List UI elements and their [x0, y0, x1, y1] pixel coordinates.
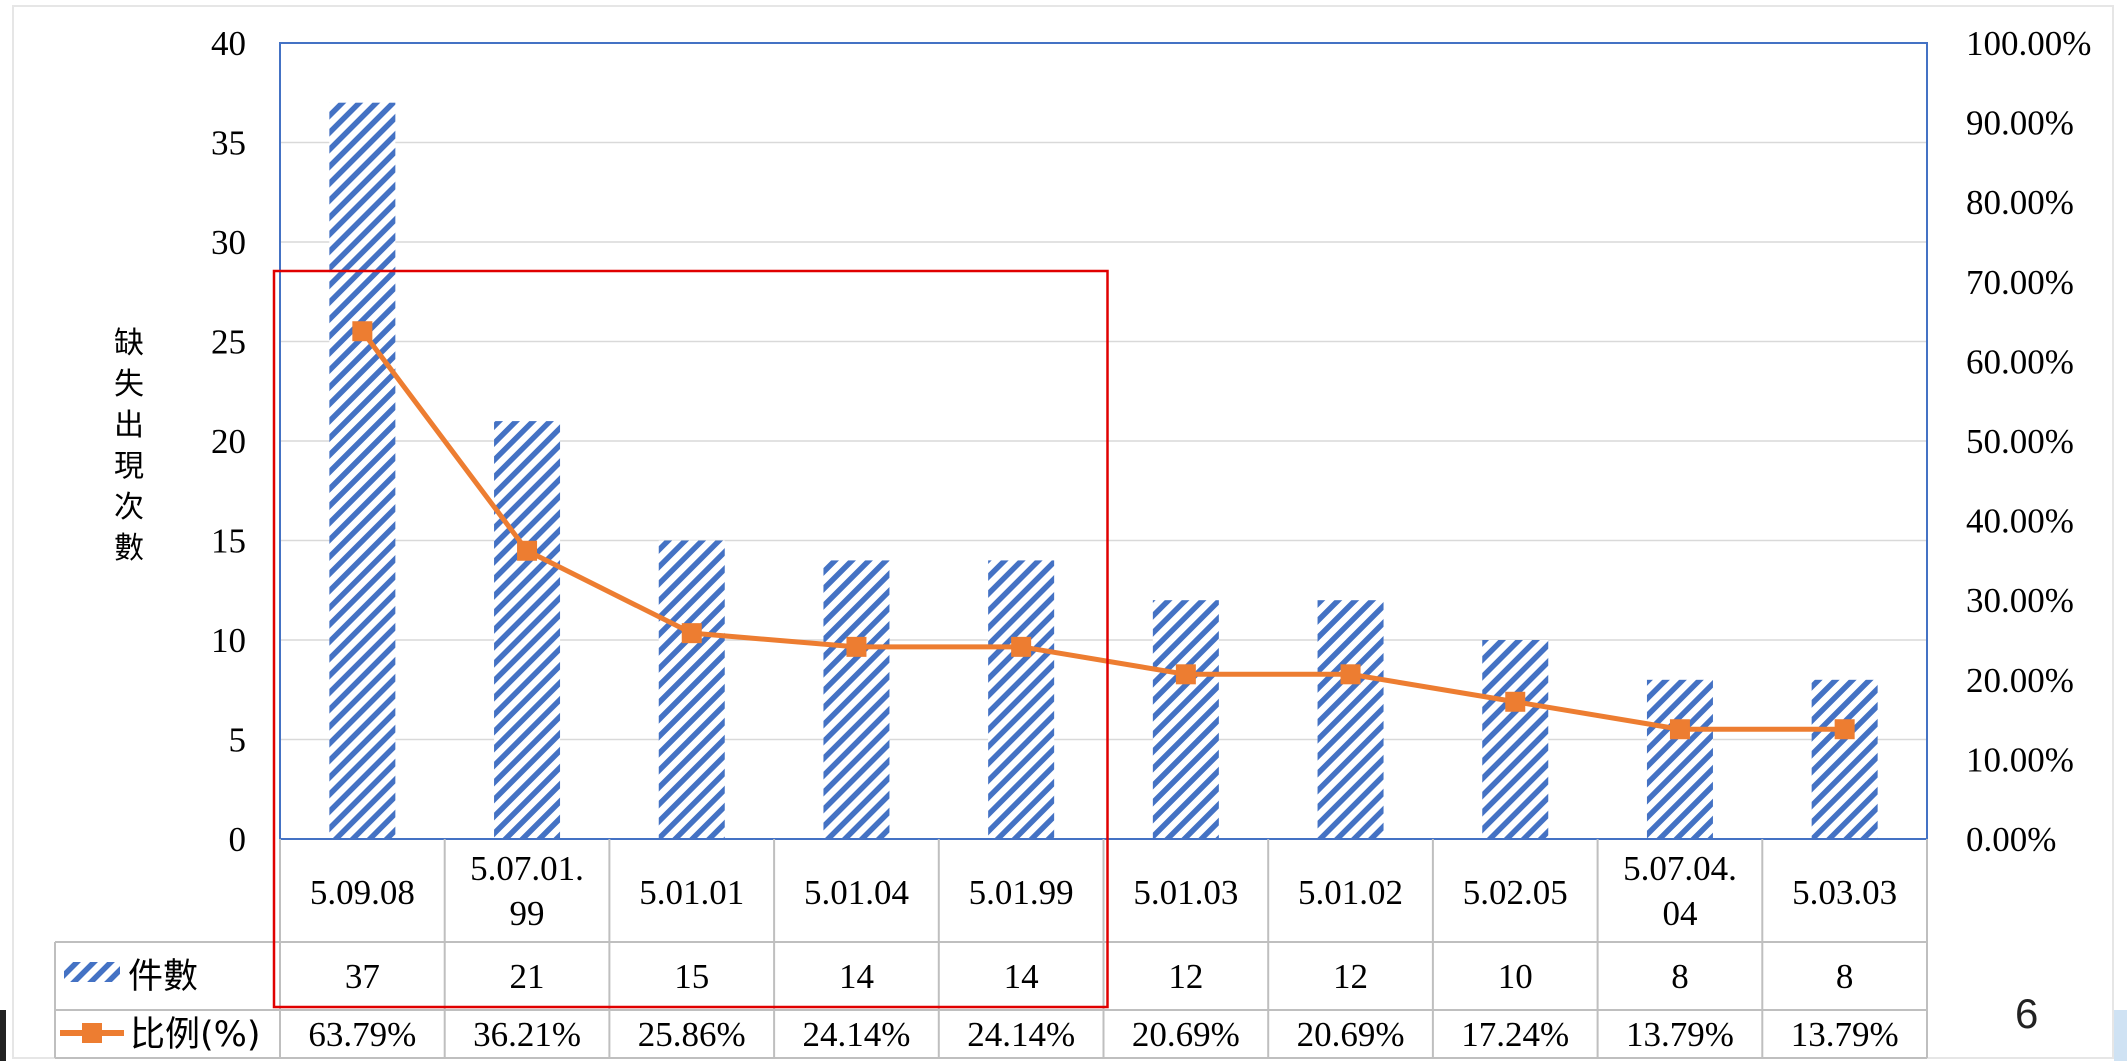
data-label: 36.21%	[473, 1015, 581, 1054]
edge-mark	[2114, 1010, 2127, 1061]
y-tick-label: 20	[211, 422, 246, 461]
y2-tick-label: 10.00%	[1966, 740, 2074, 779]
x-tick-label: 5.07.01. 99	[470, 849, 584, 933]
x-tick-label: 5.09.08	[310, 873, 415, 912]
data-label: 12	[1168, 957, 1203, 996]
line-point	[1011, 636, 1032, 657]
y-tick-label: 25	[211, 323, 246, 362]
legend-label: 比例(%)	[130, 1015, 261, 1055]
legend-swatch-bar	[64, 962, 120, 982]
y-tick-label: 10	[211, 621, 246, 660]
legend-marker	[82, 1023, 102, 1043]
data-label: 20.69%	[1132, 1015, 1240, 1054]
data-label: 24.14%	[967, 1015, 1075, 1054]
line-point	[1505, 691, 1526, 712]
data-label: 17.24%	[1461, 1015, 1569, 1054]
data-label: 20.69%	[1297, 1015, 1405, 1054]
data-label: 13.79%	[1626, 1015, 1734, 1054]
y-axis-left: 0 5 10 15 20 25 30 35 40	[211, 24, 246, 859]
y-tick-label: 0	[229, 820, 247, 859]
y-tick-label: 5	[229, 721, 247, 760]
x-tick-label: 5.01.02	[1298, 873, 1403, 912]
bar	[1646, 679, 1713, 839]
data-label: 21	[510, 957, 545, 996]
line-point	[1669, 719, 1690, 740]
x-tick-label: 5.01.03	[1133, 873, 1238, 912]
y2-tick-label: 70.00%	[1966, 263, 2074, 302]
y-tick-label: 40	[211, 24, 246, 63]
data-label: 14	[1004, 957, 1039, 996]
data-label: 63.79%	[308, 1015, 416, 1054]
x-tick-label: 5.01.99	[969, 873, 1074, 912]
legend-label: 件數	[128, 957, 198, 997]
line-point	[1340, 664, 1361, 685]
line-path	[360, 329, 1845, 732]
y2-tick-label: 80.00%	[1966, 183, 2074, 222]
data-table: 5.09.08 5.07.01. 99 5.01.01 5.01.04 5.01.99 5.…	[54, 839, 1928, 1059]
data-label: 10	[1498, 957, 1533, 996]
y2-tick-label: 60.00%	[1966, 342, 2074, 381]
y-tick-label: 30	[211, 223, 246, 262]
bar	[1811, 679, 1878, 839]
x-tick-label: 5.07.04. 04	[1623, 849, 1737, 933]
line-point	[352, 321, 373, 342]
bar	[1317, 600, 1384, 839]
bar	[658, 540, 725, 839]
line-series	[352, 321, 1855, 740]
bar	[494, 421, 561, 839]
y2-tick-label: 50.00%	[1966, 422, 2074, 461]
x-tick-label: 5.01.04	[804, 873, 909, 912]
bar-series	[329, 102, 1878, 839]
y-axis-right: 0.00% 10.00% 20.00% 30.00% 40.00% 50.00% 60.00…	[1966, 24, 2091, 859]
bar	[823, 560, 890, 839]
line-point	[517, 540, 538, 561]
y2-tick-label: 40.00%	[1966, 502, 2074, 541]
data-label: 37	[345, 957, 380, 996]
y2-tick-label: 30.00%	[1966, 581, 2074, 620]
data-label: 13.79%	[1791, 1015, 1899, 1054]
data-label: 15	[674, 957, 709, 996]
bar	[1152, 600, 1219, 839]
y-tick-label: 15	[211, 522, 246, 561]
page-number: 6	[2015, 990, 2039, 1037]
y2-tick-label: 90.00%	[1966, 104, 2074, 143]
data-label: 14	[839, 957, 874, 996]
y-tick-label: 35	[211, 124, 246, 163]
y2-tick-label: 20.00%	[1966, 661, 2074, 700]
data-label: 8	[1836, 957, 1854, 996]
bar	[329, 102, 396, 839]
edge-mark	[0, 1010, 6, 1061]
data-label: 24.14%	[802, 1015, 910, 1054]
x-tick-label: 5.02.05	[1463, 873, 1568, 912]
y-axis-title: 缺失出現次數	[114, 326, 144, 566]
y2-tick-label: 100.00%	[1966, 24, 2091, 63]
x-tick-label: 5.03.03	[1792, 873, 1897, 912]
y2-tick-label: 0.00%	[1966, 820, 2056, 859]
x-tick-label: 5.01.01	[639, 873, 744, 912]
bar	[1482, 640, 1549, 839]
line-point	[1834, 719, 1855, 740]
line-point	[681, 623, 702, 644]
data-label: 8	[1671, 957, 1689, 996]
bar	[988, 560, 1055, 839]
data-label: 25.86%	[638, 1015, 746, 1054]
highlight-box	[272, 269, 1109, 1009]
line-point	[846, 636, 867, 657]
line-point	[1175, 664, 1196, 685]
data-label: 12	[1333, 957, 1368, 996]
